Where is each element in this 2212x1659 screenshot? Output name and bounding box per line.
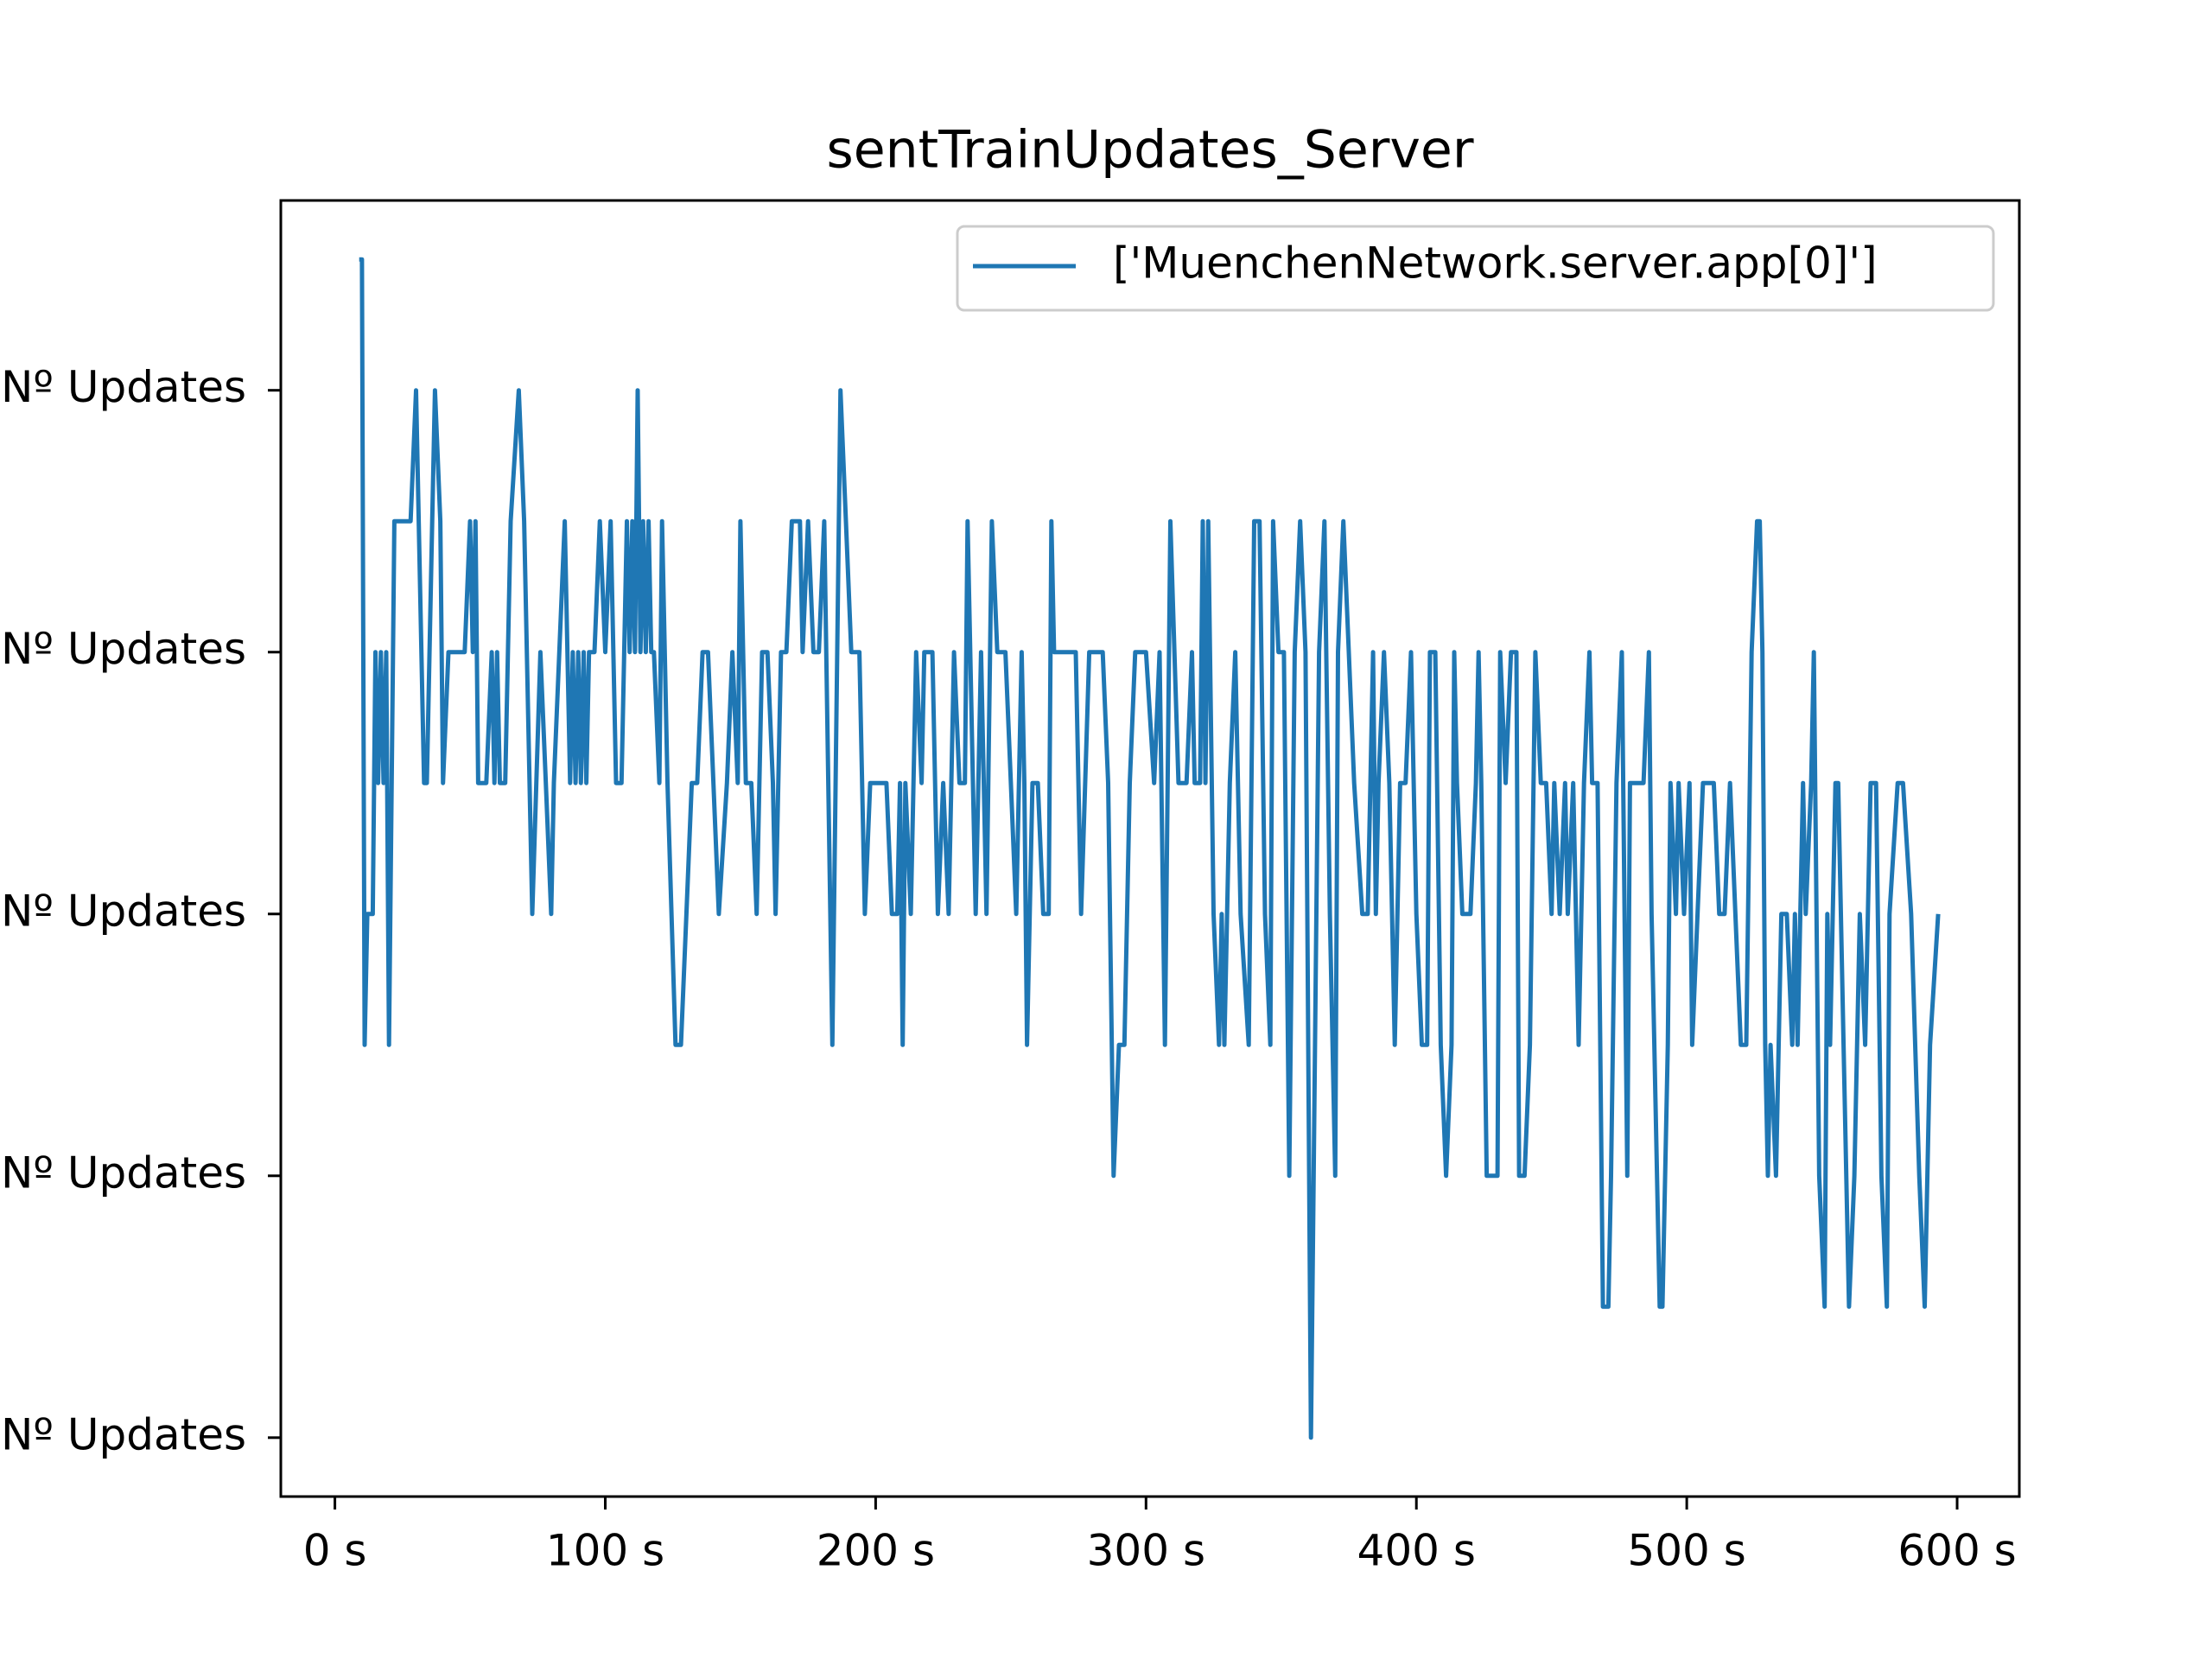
x-tick-label: 400 s xyxy=(1357,1526,1476,1576)
x-tick-label: 500 s xyxy=(1627,1526,1745,1576)
x-tick-label: 100 s xyxy=(546,1526,664,1576)
y-tick-label: Nº Updates xyxy=(1,624,246,674)
x-tick-label: 300 s xyxy=(1087,1526,1205,1576)
x-tick-label: 0 s xyxy=(303,1526,367,1576)
legend-box xyxy=(956,225,1995,312)
legend-label: ['MuenchenNetwork.server.app[0]'] xyxy=(1113,238,1878,289)
chart-title: sentTrainUpdates_Server xyxy=(826,120,1473,181)
y-tick-label: Nº Updates xyxy=(1,886,246,936)
y-tick-label: Nº Updates xyxy=(1,1409,246,1459)
y-tick-label: Nº Updates xyxy=(1,1147,246,1198)
y-tick-label: Nº Updates xyxy=(1,362,246,412)
plot-frame xyxy=(279,199,2021,1498)
data-line xyxy=(359,257,1941,1440)
x-tick-label: 200 s xyxy=(817,1526,935,1576)
x-tick-label: 600 s xyxy=(1897,1526,2016,1576)
